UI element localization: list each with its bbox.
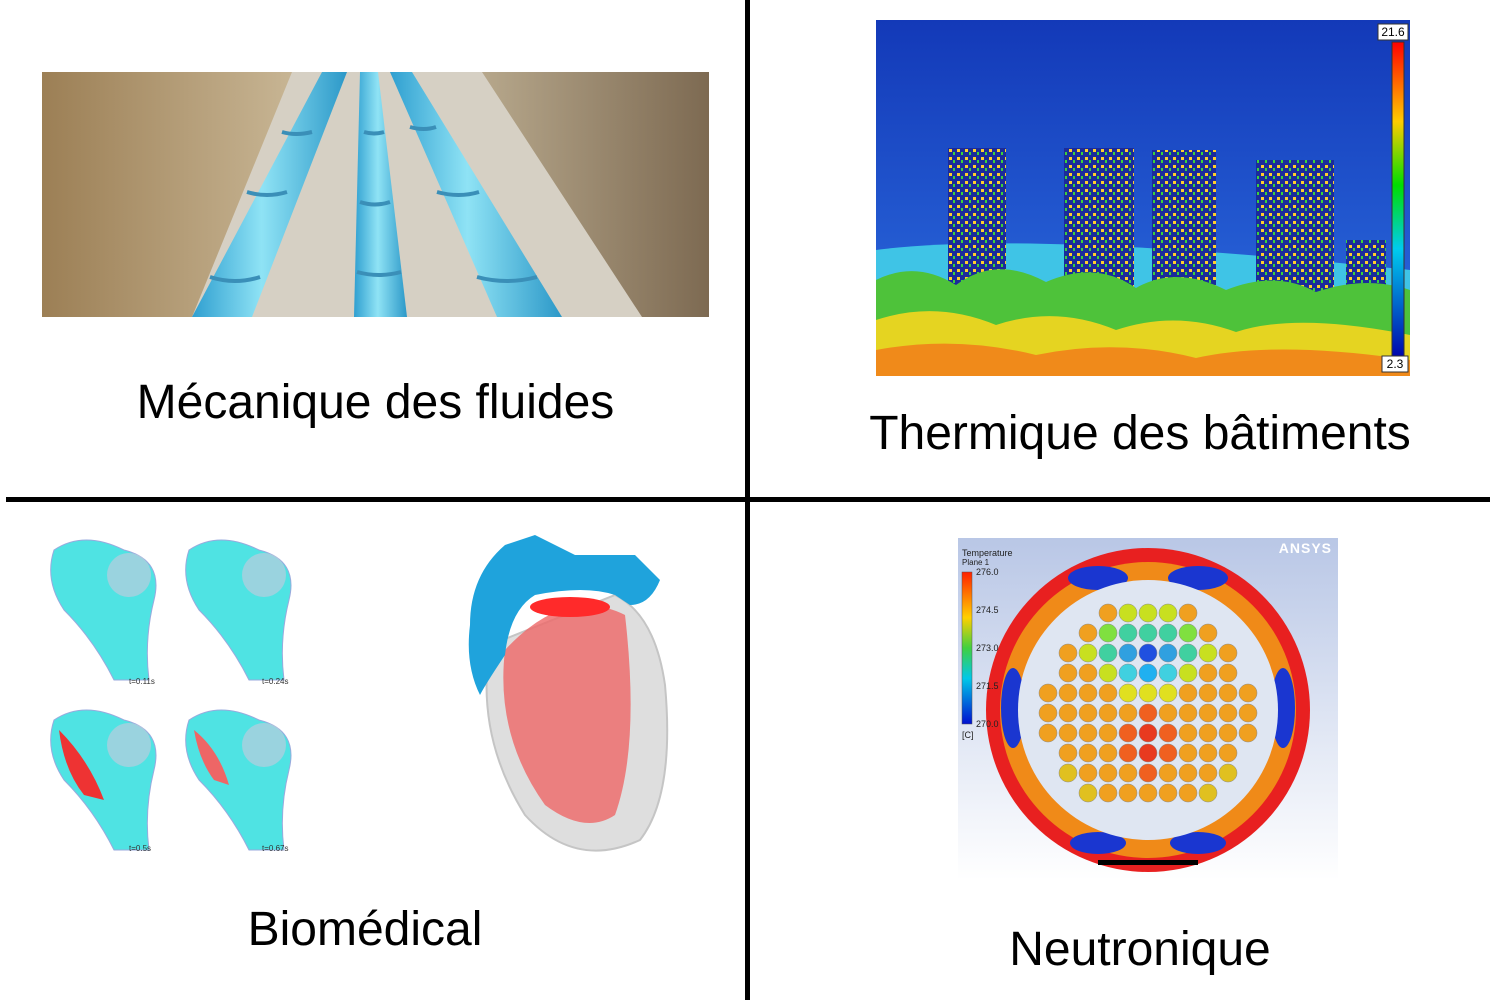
legend-tick-2: 274.5 — [976, 605, 999, 615]
caption-building-thermal: Thermique des bâtiments — [869, 407, 1411, 460]
pipes-trench-image — [42, 72, 709, 317]
thermal-buildings-image: 21.6 2.3 — [876, 20, 1410, 376]
legend-unit: [C] — [962, 730, 974, 740]
caption-biomedical: Biomédical — [247, 903, 483, 956]
legend-tick-1: 276.0 — [976, 567, 999, 577]
horizontal-divider — [6, 497, 1490, 502]
scale-max-label: 21.6 — [1381, 25, 1405, 39]
legend-tick-3: 273.0 — [976, 643, 999, 653]
legend-title: Temperature — [962, 548, 1013, 558]
ansys-logo: ANSYS — [1278, 540, 1332, 556]
legend-subtitle: Plane 1 — [962, 558, 990, 567]
heart-flow-simulation-grid: t=0.11s t=0.24s t=0.5s t=0.67s — [44, 530, 310, 866]
scale-min-label: 2.3 — [1386, 357, 1404, 371]
legend-tick-4: 271.5 — [976, 681, 999, 691]
reactor-core-simulation: Temperature Plane 1 276.0 274.5 273.0 27… — [958, 538, 1338, 880]
caption-neutronics: Neutronique — [1009, 923, 1271, 976]
legend-tick-5: 270.0 — [976, 719, 999, 729]
time-label-3: t=0.5s — [129, 844, 152, 853]
time-label-1: t=0.11s — [129, 677, 155, 686]
caption-fluid-mechanics: Mécanique des fluides — [136, 376, 615, 429]
heart-3d-model — [465, 535, 680, 865]
time-label-2: t=0.24s — [262, 677, 289, 686]
time-label-4: t=0.67s — [262, 844, 289, 853]
